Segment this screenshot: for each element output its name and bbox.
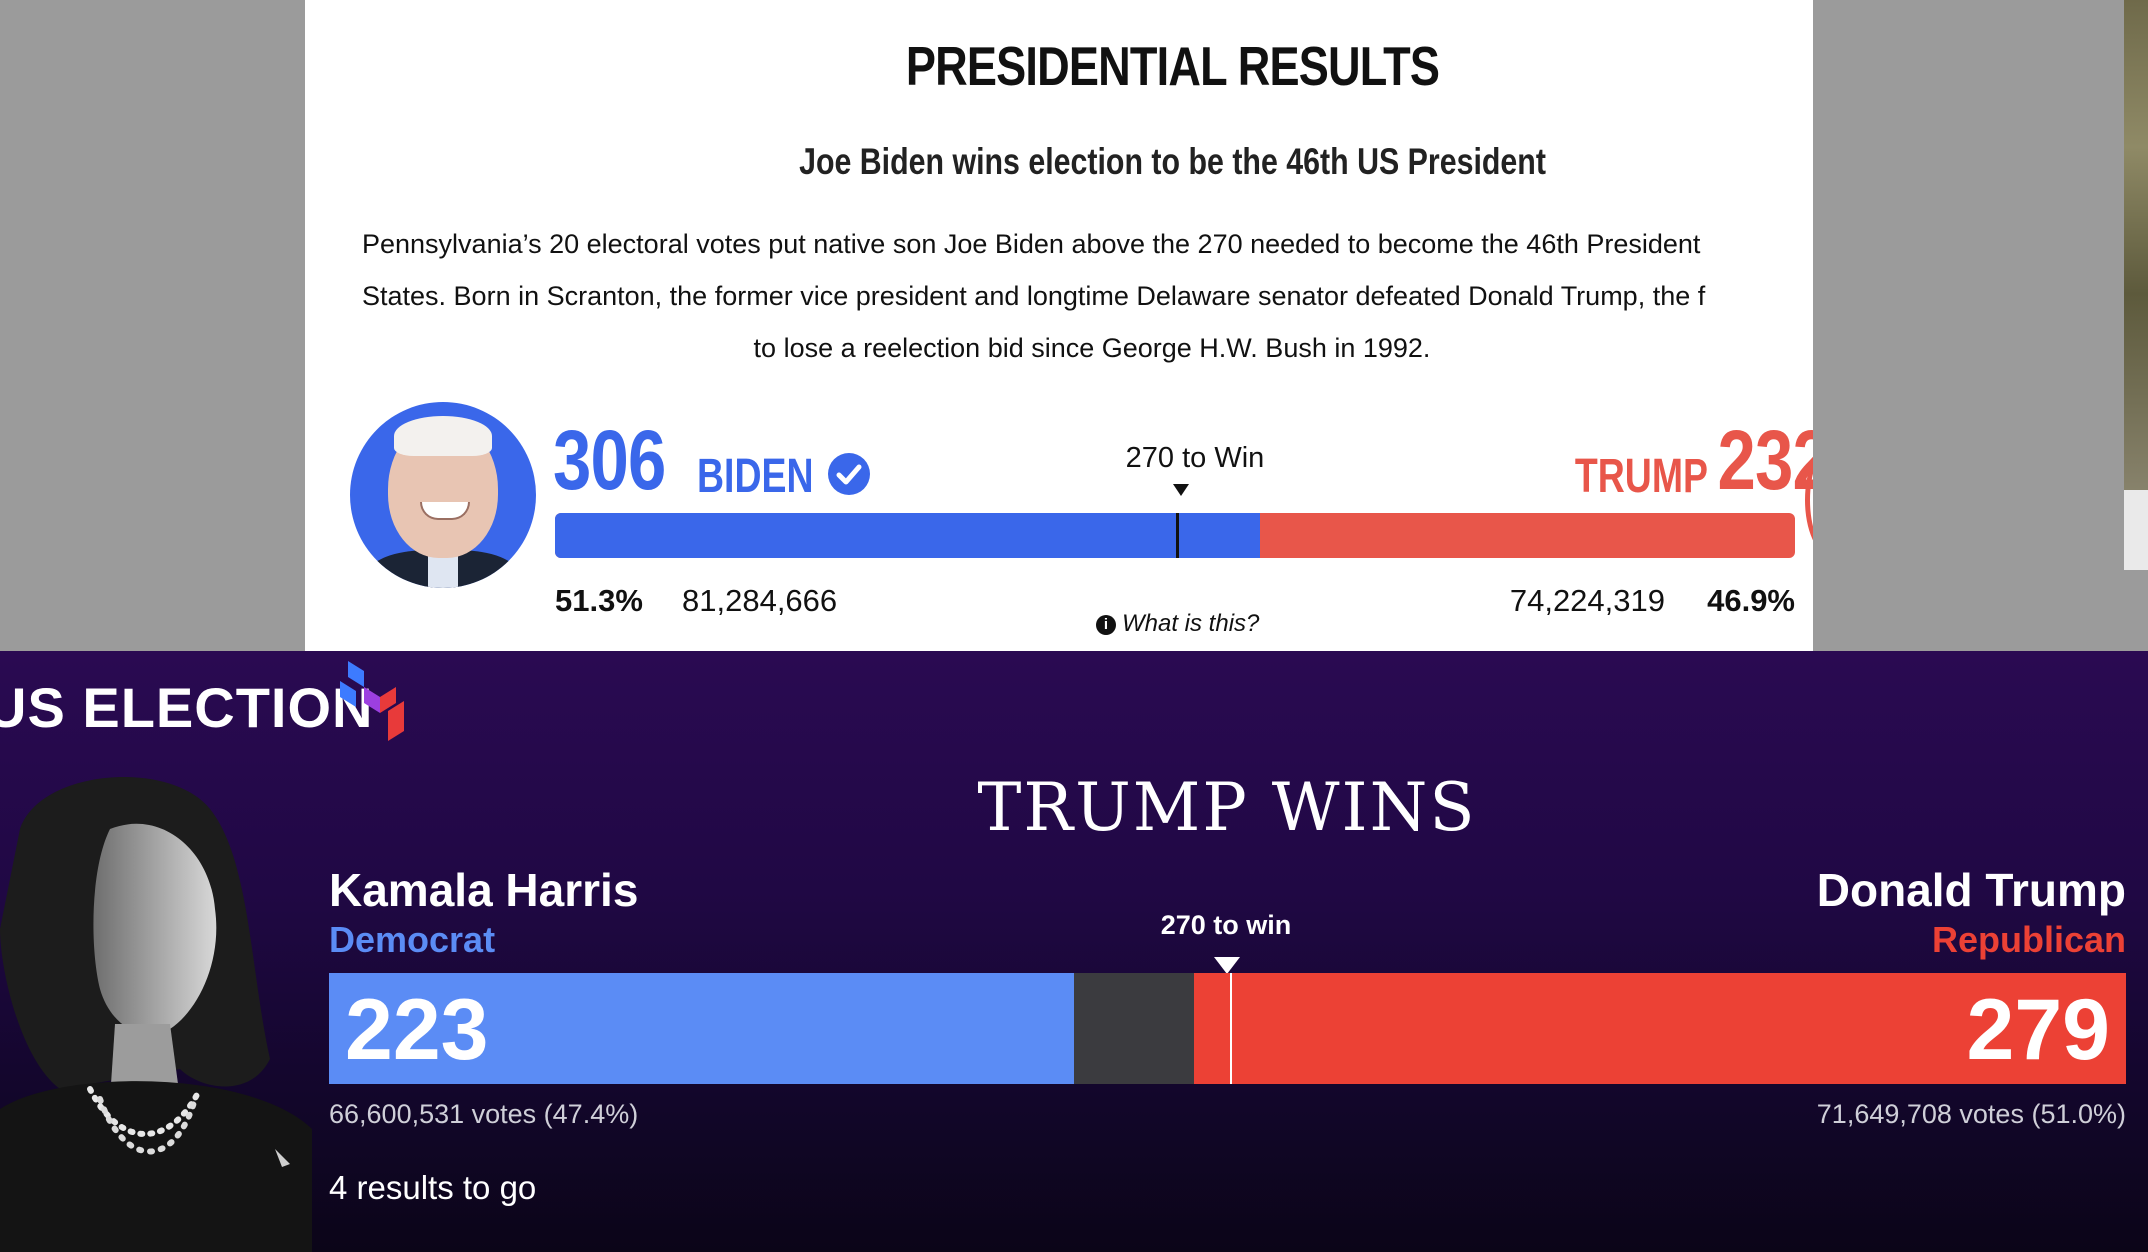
threshold-label-bbc: 270 to win bbox=[1160, 910, 1292, 940]
trump-electoral-votes: 232 bbox=[1717, 413, 1813, 507]
biden-electoral-votes: 306 bbox=[553, 413, 666, 507]
bbc-results-banner: US ELECTION TRUMP WINS Kamala Harris Dem… bbox=[0, 651, 2148, 1252]
what-is-this-link[interactable]: i What is this? bbox=[1096, 610, 1259, 638]
checkmark-icon bbox=[828, 453, 870, 495]
threshold-label: 270 to Win bbox=[1125, 442, 1265, 474]
avatar-hair bbox=[394, 416, 492, 456]
background-panel-strip bbox=[2124, 490, 2148, 570]
headline: TRUMP WINS bbox=[977, 769, 1477, 846]
electoral-bar bbox=[555, 513, 1795, 558]
summary-line-2: States. Born in Scranton, the former vic… bbox=[362, 281, 1706, 311]
subtitle: Joe Biden wins election to be the 46th U… bbox=[799, 141, 1546, 182]
threshold-marker-bbc bbox=[1229, 973, 1232, 1084]
summary-line-3: to lose a reelection bid since George H.… bbox=[753, 333, 1431, 363]
background-photo-strip bbox=[2124, 0, 2148, 490]
results-card: PRESIDENTIAL RESULTS Joe Biden wins elec… bbox=[305, 0, 1813, 651]
biden-avatar bbox=[350, 402, 536, 588]
trump-popular-votes-bbc: 71,649,708 votes (51.0%) bbox=[1816, 1099, 2126, 1129]
trump-percent: 46.9% bbox=[1707, 583, 1795, 618]
harris-popular-votes: 66,600,531 votes (47.4%) bbox=[329, 1099, 639, 1129]
harris-name: Kamala Harris bbox=[329, 864, 639, 916]
biden-name: BIDEN bbox=[697, 450, 814, 503]
trump-name-bbc: Donald Trump bbox=[1816, 864, 2126, 916]
biden-percent: 51.3% bbox=[555, 583, 643, 618]
election-logo-icon bbox=[340, 661, 404, 741]
bar-segment-trump bbox=[1194, 973, 2126, 1084]
cnn-results-screenshot: PRESIDENTIAL RESULTS Joe Biden wins elec… bbox=[305, 0, 2148, 651]
harris-electoral-votes: 223 bbox=[345, 982, 489, 1078]
bar-segment-harris bbox=[329, 973, 1074, 1084]
summary-text: Pennsylvania’s 20 electoral votes put na… bbox=[362, 218, 1813, 374]
threshold-marker bbox=[1176, 513, 1180, 558]
bar-segment-biden bbox=[555, 513, 1261, 558]
brand-label: US ELECTION bbox=[0, 676, 374, 739]
biden-popular-votes: 81,284,666 bbox=[682, 583, 838, 618]
what-is-this-label: What is this? bbox=[1122, 610, 1260, 637]
summary-line-1: Pennsylvania’s 20 electoral votes put na… bbox=[362, 229, 1701, 259]
harris-party: Democrat bbox=[329, 919, 496, 960]
trump-electoral-votes-bbc: 279 bbox=[1966, 982, 2111, 1078]
threshold-arrow-icon bbox=[1173, 484, 1189, 496]
info-icon: i bbox=[1096, 615, 1116, 635]
threshold-arrow-icon-bbc bbox=[1214, 957, 1240, 974]
trump-party: Republican bbox=[1931, 919, 2126, 960]
trump-popular-votes: 74,224,319 bbox=[1509, 583, 1665, 618]
results-remaining: 4 results to go bbox=[329, 1169, 537, 1206]
electoral-bar-bbc: 223 279 bbox=[329, 973, 2126, 1084]
harris-portrait bbox=[0, 776, 312, 1252]
page-title: PRESIDENTIAL RESULTS bbox=[905, 35, 1440, 97]
trump-name: TRUMP bbox=[1574, 450, 1708, 503]
